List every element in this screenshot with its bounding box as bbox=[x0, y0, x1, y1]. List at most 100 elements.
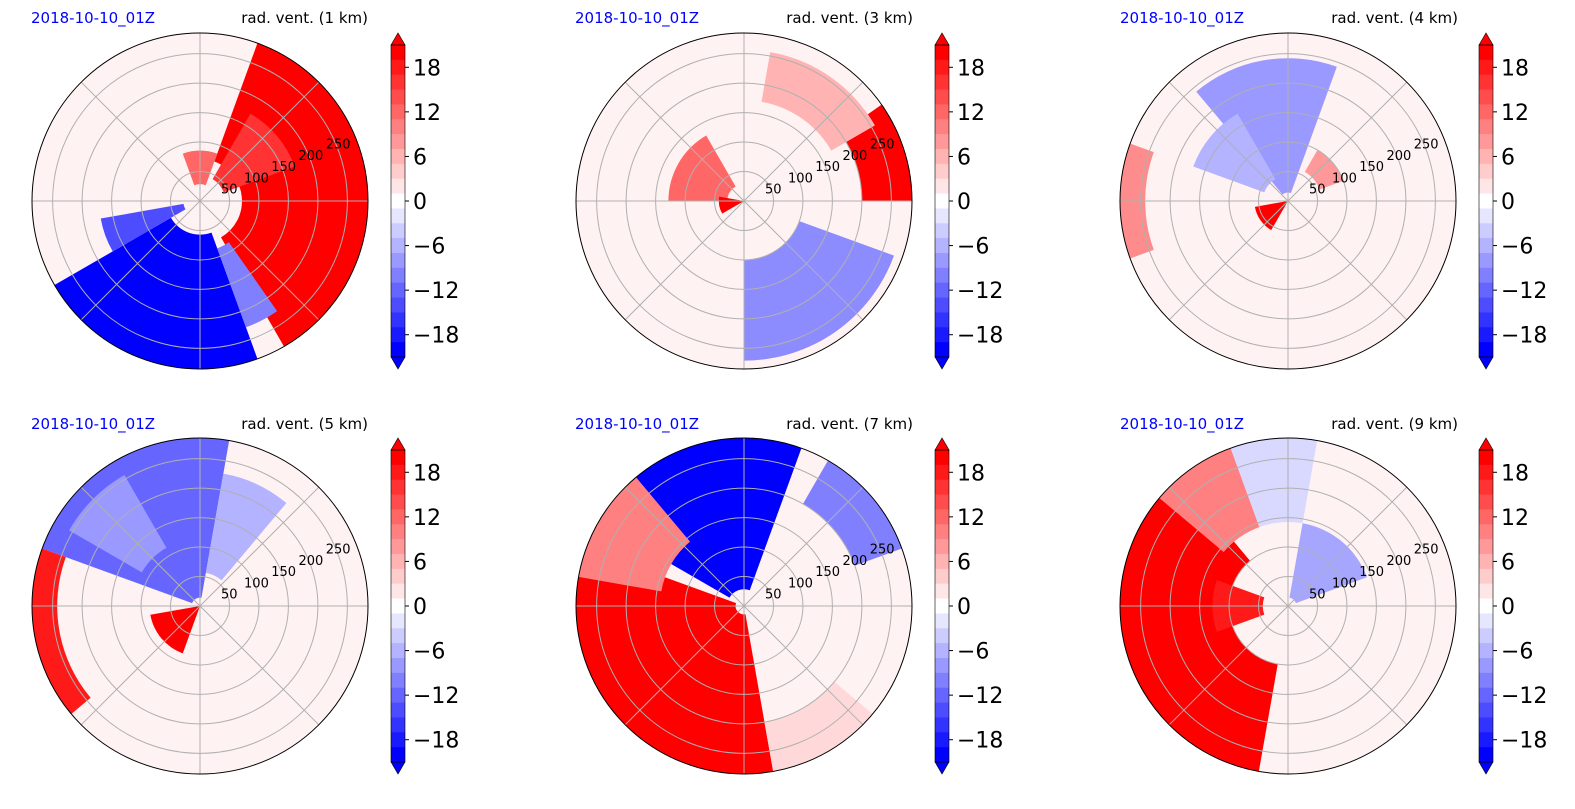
panel-5-colorbar-tick-label: −6 bbox=[957, 640, 989, 665]
panel-3-field-patch bbox=[1193, 113, 1276, 193]
panel-4-field-patch bbox=[32, 548, 91, 714]
panel-4-date-label: 2018-10-10_01Z bbox=[31, 415, 155, 434]
panel-5-colorbar-segment bbox=[935, 479, 949, 496]
panel-2-field-patch bbox=[744, 221, 894, 361]
panel-5-colorbar-segment bbox=[935, 672, 949, 689]
panel-4-colorbar-segment bbox=[391, 643, 405, 659]
panel-6: 2018-10-10_01Z rad. vent. (9 km) 50 10015… bbox=[1119, 415, 1547, 775]
panel-1-colorbar-segment bbox=[391, 312, 405, 328]
panel-3-colorbar-segment bbox=[1479, 253, 1493, 269]
panel-3-grid-spoke bbox=[1287, 81, 1408, 202]
panel-3-title: rad. vent. (4 km) bbox=[1331, 9, 1458, 27]
panel-1-colorbar-tick-label: −18 bbox=[413, 324, 459, 349]
panel-3: 2018-10-10_01Z rad. vent. (4 km) 50 10015… bbox=[1119, 9, 1547, 370]
panel-3-colorbar-segment bbox=[1479, 119, 1493, 135]
panel-5-colorbar-segment bbox=[935, 598, 949, 614]
panel-3-field-patch bbox=[1196, 58, 1337, 195]
panel-4-colorbar-segment bbox=[391, 732, 405, 748]
panel-4-colorbar-segment bbox=[391, 479, 405, 496]
panel-1-date-label: 2018-10-10_01Z bbox=[31, 9, 155, 28]
panel-2-radial-tick-label: 200 bbox=[843, 149, 868, 164]
panel-3-colorbar-tick-label: 12 bbox=[1501, 101, 1529, 126]
panel-3-colorbar-tick-label: 18 bbox=[1501, 56, 1529, 81]
panel-1-colorbar-segment bbox=[391, 59, 405, 76]
panel-6-radial-tick-label: 250 bbox=[1414, 543, 1439, 558]
panel-1-colorbar-segment bbox=[391, 223, 405, 239]
panel-5-colorbar-segment bbox=[935, 747, 949, 763]
panel-6-colorbar-tick-label: 18 bbox=[1501, 461, 1529, 486]
panel-3-colorbar-tick-label: −18 bbox=[1501, 324, 1547, 349]
panel-6-colorbar-segment bbox=[1479, 613, 1493, 629]
panel-2-grid-spoke bbox=[624, 200, 745, 321]
panel-5-colorbar-segment bbox=[935, 687, 949, 704]
panel-4-colorbar-segment bbox=[391, 509, 405, 525]
panel-1-colorbar-segment bbox=[391, 238, 405, 254]
panel-6-colorbar-extend-bottom bbox=[1478, 761, 1494, 775]
panel-1-colorbar-segment bbox=[391, 104, 405, 120]
panel-1-colorbar-segment bbox=[391, 208, 405, 224]
panel-4-colorbar-segment bbox=[391, 554, 405, 570]
panel-4-colorbar-tick-label: 6 bbox=[413, 550, 427, 575]
panel-4-radial-tick-label: 50 bbox=[221, 588, 238, 603]
panel-2-colorbar-segment bbox=[935, 312, 949, 328]
panel-5-colorbar-segment bbox=[935, 524, 949, 540]
panel-4-colorbar-segment bbox=[391, 658, 405, 674]
panel-6-radial-tick-label: 100 bbox=[1332, 576, 1357, 591]
panel-6-colorbar-extend-top bbox=[1478, 437, 1494, 451]
panel-2-colorbar-extend-bottom bbox=[934, 356, 950, 370]
panel-3-field-patch bbox=[1304, 150, 1344, 190]
panel-6-title: rad. vent. (9 km) bbox=[1331, 415, 1458, 433]
panel-5-field-patch bbox=[764, 681, 873, 772]
panel-5-outer-circle bbox=[575, 437, 913, 775]
panel-1-outer-circle bbox=[31, 32, 369, 370]
panel-3-colorbar-segment bbox=[1479, 312, 1493, 328]
panel-5-colorbar-segment bbox=[935, 717, 949, 733]
panel-4-colorbar-segment bbox=[391, 450, 405, 466]
panel-1-colorbar-segment bbox=[391, 253, 405, 269]
panel-2-colorbar-segment bbox=[935, 342, 949, 358]
panel-3-colorbar-segment bbox=[1479, 89, 1493, 105]
panel-1-colorbar-segment bbox=[391, 342, 405, 358]
panel-5: 2018-10-10_01Z rad. vent. (7 km) 50 10015… bbox=[575, 415, 1003, 775]
panel-6-colorbar-tick-label: 12 bbox=[1501, 506, 1529, 531]
panel-6-colorbar-segment bbox=[1479, 509, 1493, 525]
panel-3-colorbar-segment bbox=[1479, 282, 1493, 299]
panel-2-field bbox=[668, 52, 912, 361]
panel-4-colorbar-segment bbox=[391, 613, 405, 629]
panel-5-colorbar-segment bbox=[935, 494, 949, 510]
panel-5-colorbar-tick-label: 0 bbox=[957, 595, 971, 620]
panel-6-grid-spoke bbox=[1287, 605, 1408, 726]
panel-5-colorbar-tick-label: 18 bbox=[957, 461, 985, 486]
panel-5-radial-tick-label: 50 bbox=[765, 588, 782, 603]
panel-5-colorbar-extend-bottom bbox=[934, 761, 950, 775]
panel-4-colorbar-segment bbox=[391, 717, 405, 733]
panel-2-colorbar-segment bbox=[935, 267, 949, 284]
panel-4-colorbar-segment bbox=[391, 464, 405, 481]
panel-5-colorbar-extend-top bbox=[934, 437, 950, 451]
panel-6-outer-circle bbox=[1119, 437, 1457, 775]
panel-1-colorbar-tick-label: 0 bbox=[413, 190, 427, 215]
panel-1-grid-spoke bbox=[80, 200, 201, 321]
panel-1-radial-tick-label: 250 bbox=[326, 138, 351, 153]
panel-6-radial-tick-label: 50 bbox=[1309, 588, 1326, 603]
panel-1-colorbar-segment bbox=[391, 193, 405, 209]
panel-4-colorbar-extend-top bbox=[390, 437, 406, 451]
panel-3-colorbar-tick-label: −6 bbox=[1501, 235, 1533, 260]
panel-2-colorbar-tick-label: −18 bbox=[957, 324, 1003, 349]
panel-5-colorbar-tick-label: −18 bbox=[957, 729, 1003, 754]
panel-3-colorbar-segment bbox=[1479, 74, 1493, 91]
panel-3-outer-circle bbox=[1119, 32, 1457, 370]
panel-6-colorbar-segment bbox=[1479, 717, 1493, 733]
panel-5-radial-tick-label: 100 bbox=[788, 576, 813, 591]
panel-2-colorbar-segment bbox=[935, 297, 949, 313]
panel-4-field-patch bbox=[205, 473, 287, 581]
panel-5-colorbar: 18 12 6 0 −18 −12 −6 bbox=[934, 437, 1003, 775]
panel-1-colorbar-segment bbox=[391, 134, 405, 150]
panel-2-radial-tick-label: 50 bbox=[765, 183, 782, 198]
panel-2-colorbar-segment bbox=[935, 223, 949, 239]
panel-3-colorbar-segment bbox=[1479, 267, 1493, 284]
panel-4-colorbar-tick-label: −6 bbox=[413, 640, 445, 665]
